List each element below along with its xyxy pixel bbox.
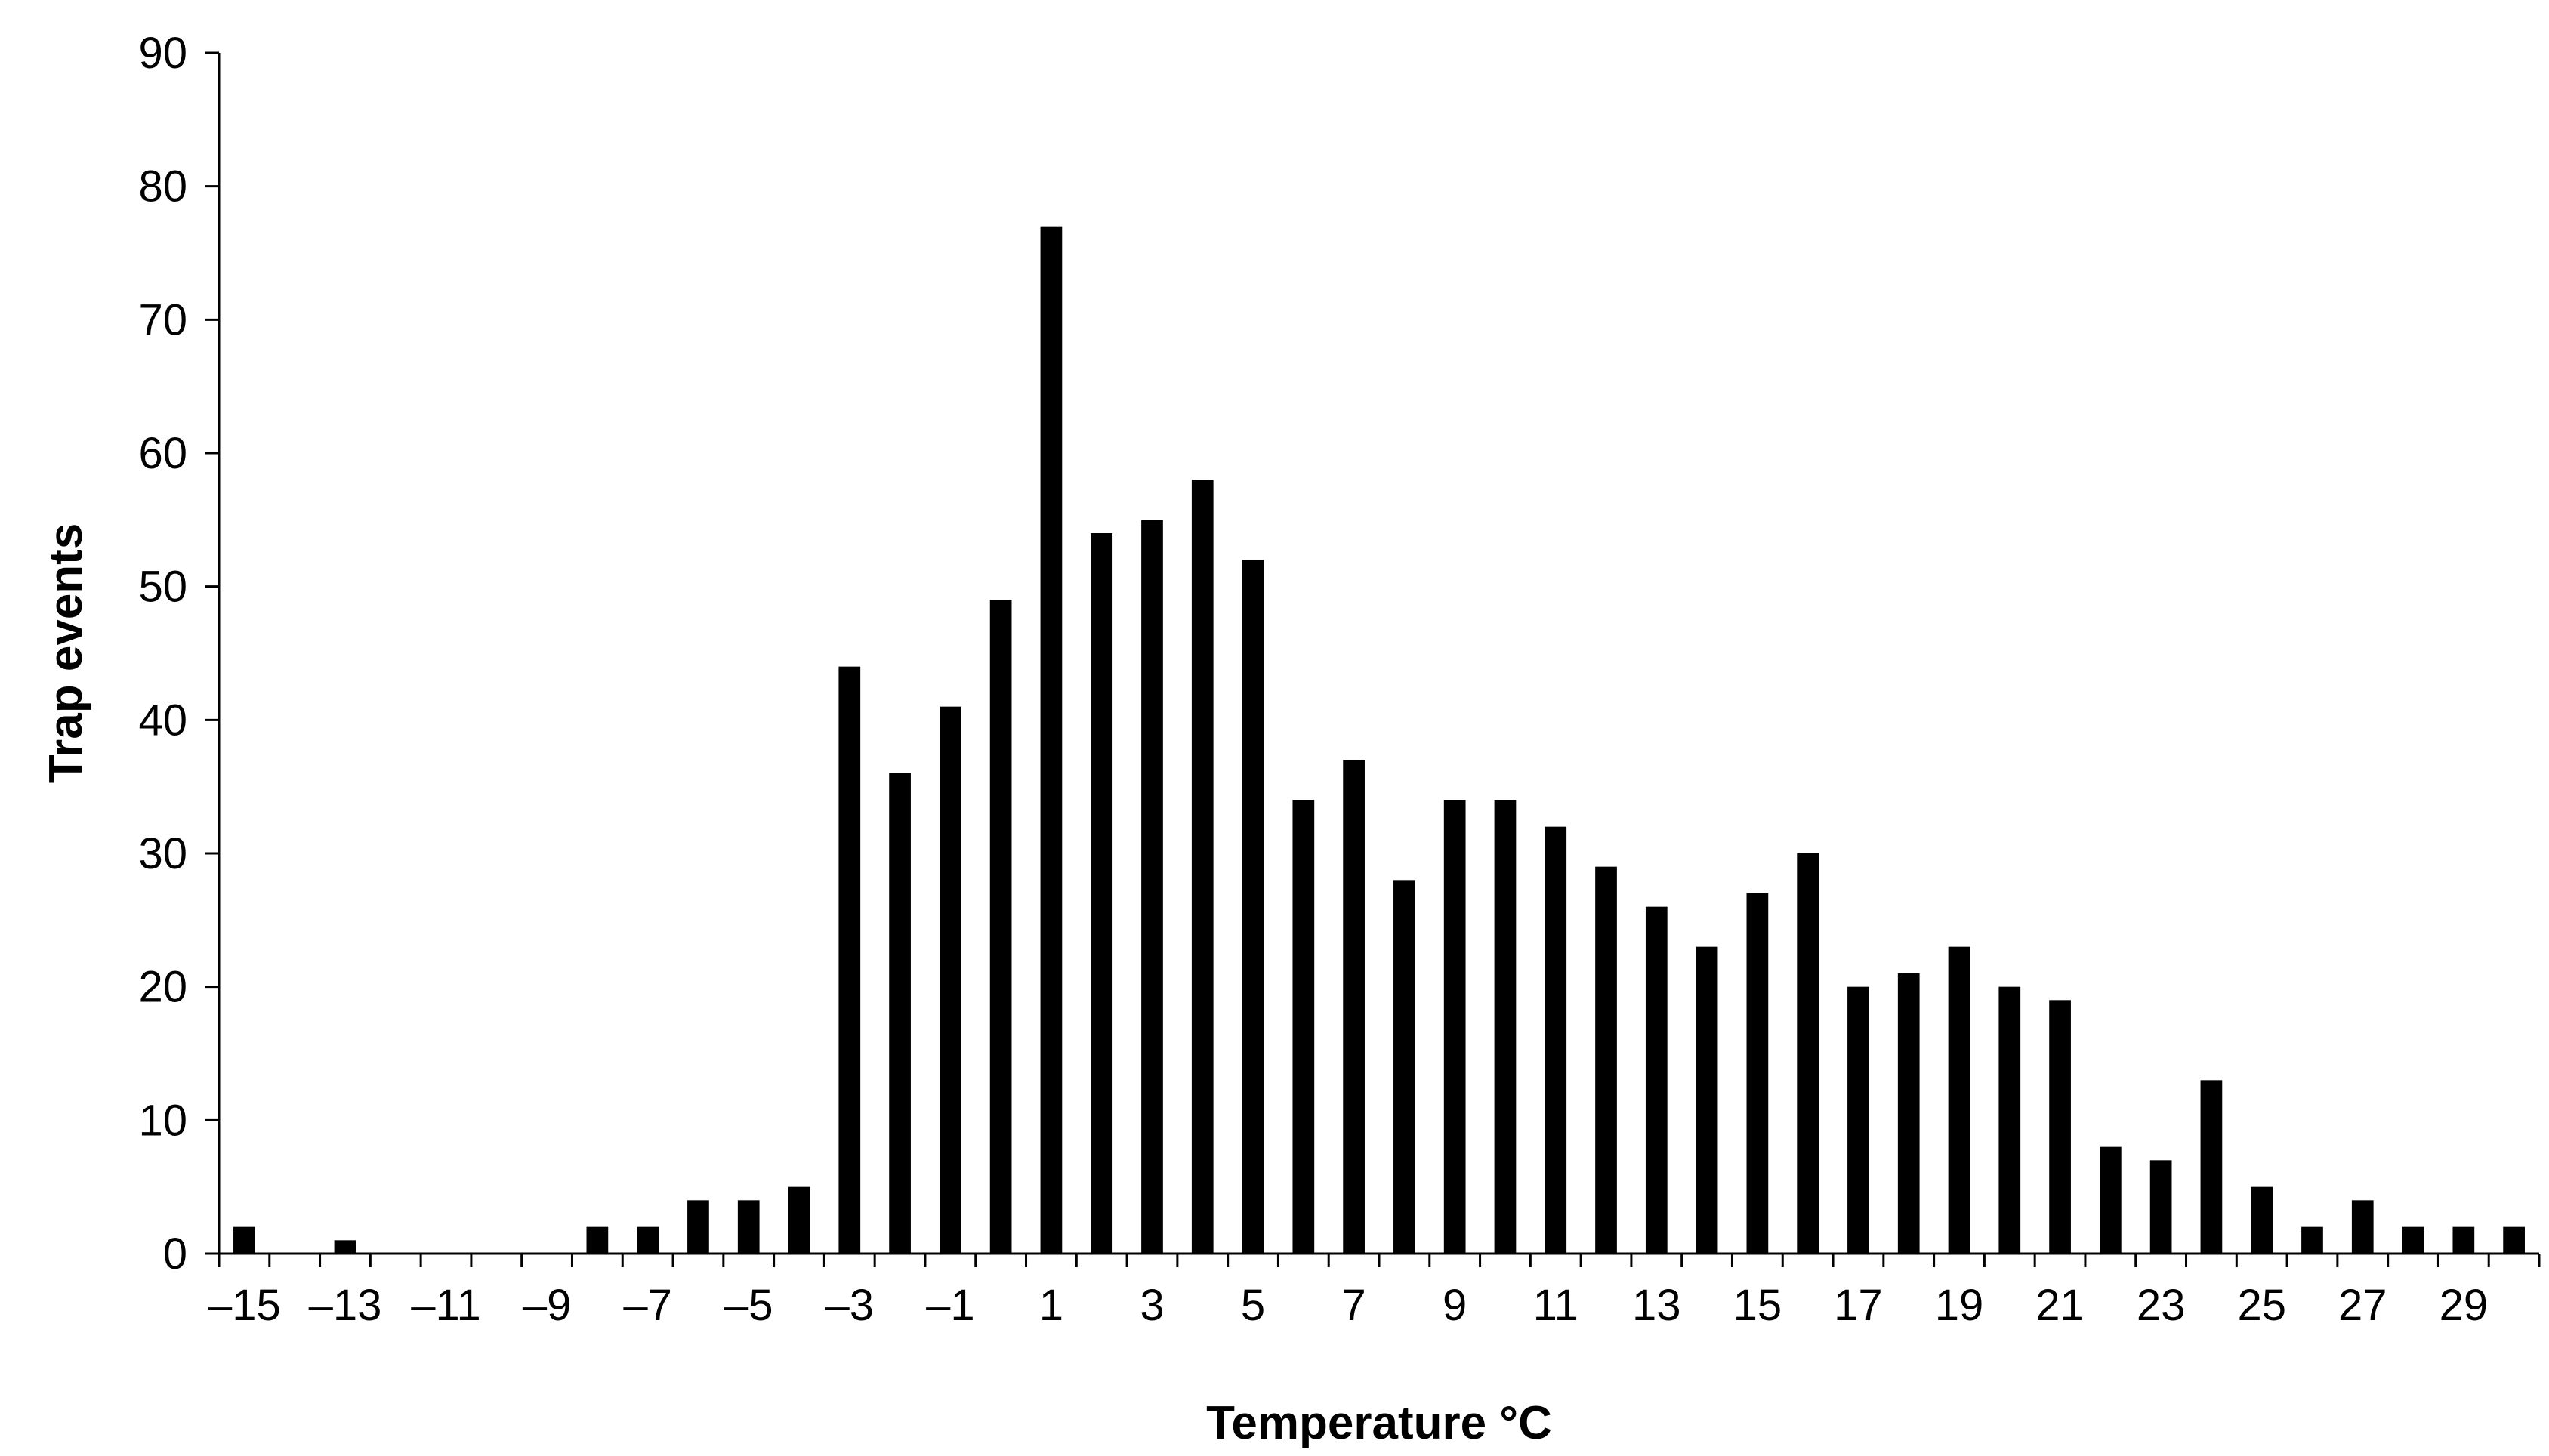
x-tick-label: 17 — [1834, 1281, 1883, 1330]
y-axis-title: Trap events — [40, 523, 92, 784]
bar-11 — [1545, 826, 1567, 1254]
bar-19 — [1948, 946, 1970, 1254]
bar-24 — [2200, 1080, 2223, 1254]
bar-25 — [2251, 1186, 2273, 1254]
x-tick-label: 21 — [2035, 1281, 2085, 1330]
bar-12 — [1595, 866, 1617, 1254]
y-tick-label: 0 — [163, 1229, 187, 1279]
bar-21 — [2049, 1000, 2071, 1254]
x-tick-label: –1 — [926, 1281, 975, 1330]
bar-28 — [2402, 1226, 2424, 1254]
bar-6 — [1292, 800, 1315, 1254]
y-tick-label: 70 — [138, 295, 187, 344]
x-tick-label: –9 — [523, 1281, 572, 1330]
x-tick-label: 11 — [1533, 1281, 1578, 1330]
bar-23 — [2149, 1160, 2172, 1254]
axes-layer — [218, 53, 2539, 1255]
x-tick-label: –13 — [309, 1281, 382, 1330]
x-tick-label: 15 — [1733, 1281, 1782, 1330]
bar-13 — [1645, 906, 1668, 1254]
y-tick-label: 90 — [138, 29, 187, 78]
x-tick-label: 25 — [2237, 1281, 2286, 1330]
y-tick-label: 80 — [138, 162, 187, 211]
x-tick-label: 3 — [1140, 1281, 1164, 1330]
y-tick-label: 20 — [138, 963, 187, 1012]
x-tick-label: –11 — [411, 1281, 480, 1330]
bar--6 — [687, 1200, 709, 1254]
x-tick-label: 13 — [1632, 1281, 1681, 1330]
y-tick-label: 40 — [138, 696, 187, 745]
bar--15 — [233, 1226, 255, 1254]
bar-17 — [1847, 986, 1869, 1254]
bar--5 — [737, 1200, 760, 1254]
bar-15 — [1746, 893, 1769, 1254]
x-tick-label: –7 — [623, 1281, 672, 1330]
bar--2 — [889, 773, 911, 1254]
x-tick-label: –5 — [724, 1281, 773, 1330]
bar-5 — [1242, 560, 1264, 1254]
bar--7 — [637, 1226, 659, 1254]
bar-29 — [2452, 1226, 2475, 1254]
bar-14 — [1696, 946, 1718, 1254]
bar--4 — [788, 1186, 810, 1254]
bar-8 — [1393, 880, 1415, 1254]
y-tick-label: 10 — [138, 1096, 187, 1145]
x-tick-label: 9 — [1443, 1281, 1467, 1330]
bar-22 — [2099, 1146, 2122, 1254]
bar-27 — [2351, 1200, 2374, 1254]
x-tick-label: 27 — [2338, 1281, 2387, 1330]
x-tick-label: 7 — [1341, 1281, 1366, 1330]
bar-3 — [1141, 520, 1163, 1254]
bar-9 — [1443, 800, 1466, 1254]
bar-26 — [2301, 1226, 2323, 1254]
x-tick-label: 1 — [1039, 1281, 1063, 1330]
bar--8 — [586, 1226, 609, 1254]
bar--1 — [939, 706, 961, 1254]
x-tick-label: 23 — [2137, 1281, 2186, 1330]
y-tick-label: 50 — [138, 563, 187, 612]
bar-30 — [2503, 1226, 2525, 1254]
x-axis-title: Temperature °C — [1206, 1397, 1552, 1449]
bar-20 — [1998, 986, 2021, 1254]
bar--13 — [334, 1240, 356, 1254]
x-tick-label: 19 — [1935, 1281, 1984, 1330]
x-tick-label: –15 — [208, 1281, 281, 1330]
x-tick-label: 29 — [2439, 1281, 2489, 1330]
bar-16 — [1797, 853, 1819, 1254]
y-tick-label: 60 — [138, 429, 187, 478]
bars-layer — [233, 226, 2525, 1254]
bar--3 — [838, 666, 861, 1254]
bar-4 — [1191, 480, 1214, 1254]
x-tick-label: 5 — [1241, 1281, 1265, 1330]
y-tick-label: 30 — [138, 829, 187, 878]
bar-10 — [1494, 800, 1517, 1254]
x-tick-label: –3 — [825, 1281, 875, 1330]
bar-18 — [1897, 973, 1920, 1254]
bar-2 — [1091, 533, 1113, 1254]
bar-1 — [1040, 226, 1063, 1254]
bar-0 — [989, 600, 1012, 1254]
bar-7 — [1343, 760, 1365, 1254]
